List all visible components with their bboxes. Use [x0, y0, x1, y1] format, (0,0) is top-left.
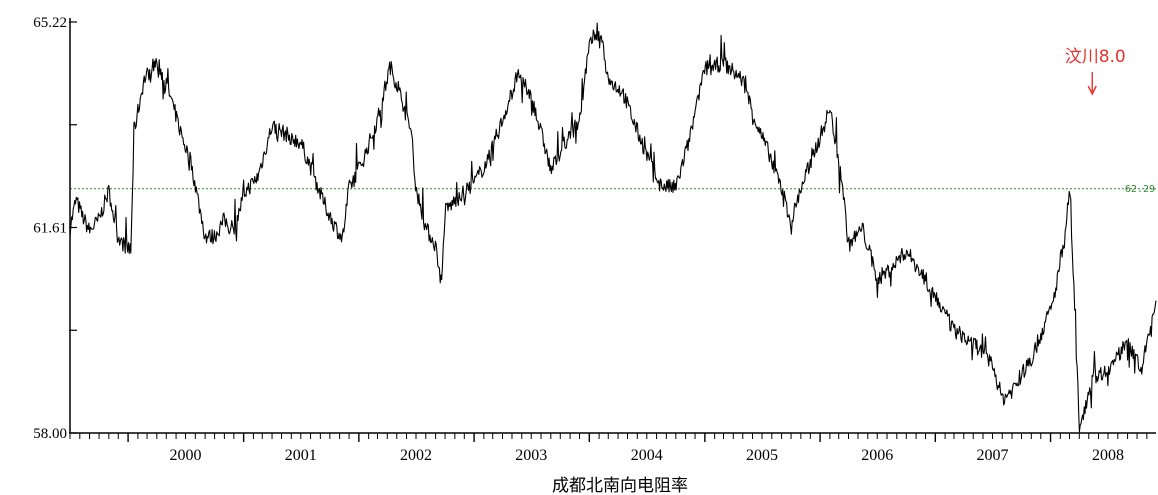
series-layer	[69, 22, 1157, 433]
x-tick-label: 2008	[1092, 447, 1124, 464]
reference-layer: 62.29	[70, 184, 1156, 195]
x-tick-label: 2007	[976, 447, 1008, 464]
x-tick-label: 2001	[285, 447, 317, 464]
x-tick-label: 2002	[400, 447, 432, 464]
x-tick-label: 2005	[746, 447, 778, 464]
y-tick-label: 58.00	[33, 426, 67, 442]
annotation-layer: 汶川8.0	[1065, 47, 1126, 96]
series-line	[69, 22, 1157, 433]
x-tick-label: 2006	[861, 447, 893, 464]
x-tick-label: 2003	[515, 447, 547, 464]
reference-line-label: 62.29	[1125, 184, 1155, 195]
x-tick-label: 2004	[631, 447, 663, 464]
annotation-arrowhead	[1087, 85, 1097, 96]
annotation-label: 汶川8.0	[1065, 47, 1126, 67]
x-tick-label: 2000	[170, 447, 202, 464]
y-tick-label: 65.22	[33, 15, 67, 31]
axes-layer: 65.22 61.61 58.00 2000 2001 2002 2003 2004 2005 2…	[33, 15, 1156, 464]
x-axis-title: 成都北南向电阻率	[552, 476, 688, 495]
y-tick-label: 61.61	[33, 221, 67, 237]
